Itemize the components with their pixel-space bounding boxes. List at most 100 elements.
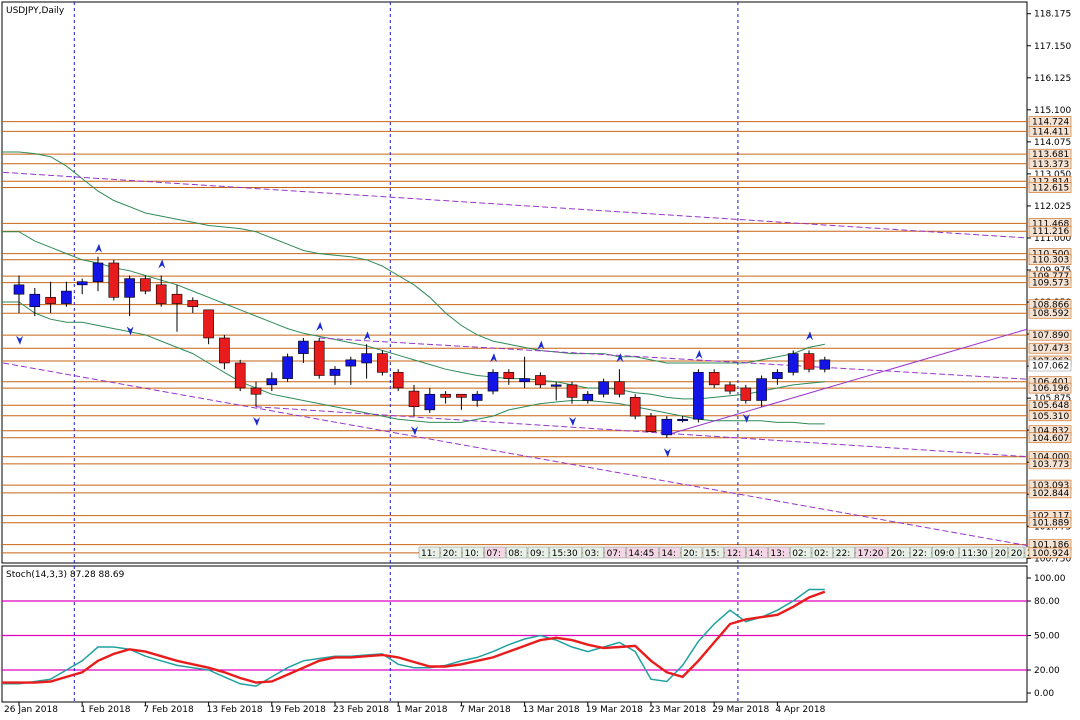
- time-label: 20: [995, 549, 1007, 559]
- time-label-box: [768, 546, 790, 559]
- price-tick-label: 117.150: [1034, 42, 1071, 52]
- level-label: 107.473: [1032, 344, 1069, 354]
- stochastic-tick-label: 50.00: [1034, 632, 1060, 642]
- date-tick-label: 29 Mar 2018: [712, 705, 769, 715]
- bull-candle: [92, 262, 104, 283]
- time-label-box: [910, 546, 932, 559]
- stochastic-title: Stoch(14,3,3) 87.28 88.69: [6, 570, 125, 580]
- date-tick-label: 1 Feb 2018: [80, 705, 131, 715]
- fractal-down-icon: [411, 426, 418, 436]
- level-label-box: [1028, 517, 1072, 529]
- time-label: 09:0: [934, 549, 954, 559]
- time-label: 22:: [836, 549, 850, 559]
- bull-candle: [345, 359, 357, 367]
- time-label: 09:: [530, 549, 544, 559]
- time-label-box: [418, 546, 441, 559]
- fractal-down-icon: [126, 326, 134, 336]
- bull-candle: [361, 353, 372, 364]
- bull-candle: [298, 340, 309, 354]
- bull-candle: [124, 278, 135, 298]
- price-tick-label: 105.875: [1034, 394, 1071, 404]
- current-price-label: 107.062: [1032, 362, 1069, 372]
- time-label: 20:: [891, 549, 905, 559]
- bull-candle: [61, 290, 72, 304]
- date-tick-label: 26 Jan 2018: [4, 705, 58, 715]
- level-label: 109.573: [1032, 279, 1069, 289]
- level-label: 113.373: [1032, 160, 1069, 170]
- price-tick-label: 114.075: [1034, 138, 1071, 148]
- level-price-labels: 114.724114.411113.681113.373112.814112.6…: [1028, 116, 1072, 559]
- time-label: 22:: [912, 549, 926, 559]
- stochastic-separators: [73, 566, 739, 702]
- bear-candle: [187, 300, 199, 308]
- stochastic-panel-frame: [1, 565, 1028, 703]
- time-label-box: [789, 546, 812, 559]
- fractal-up-icon: [158, 259, 166, 269]
- level-label: 109.777: [1032, 272, 1069, 282]
- current-price-box: [1028, 359, 1072, 372]
- level-label-box: [1028, 458, 1072, 470]
- stochastic-tick-label: 100.00: [1034, 574, 1066, 584]
- bull-candle: [677, 418, 688, 422]
- current-price-marker: 107.062: [1028, 359, 1072, 372]
- ma-mid-line: [2, 231, 825, 400]
- level-label: 102.117: [1032, 512, 1069, 522]
- bear-candle: [203, 309, 214, 339]
- level-label: 106.196: [1032, 384, 1069, 394]
- time-label: 20:: [683, 549, 697, 559]
- bear-candle: [45, 297, 56, 304]
- time-label-box: [888, 546, 910, 559]
- price-tick-label: 100.750: [1034, 554, 1071, 564]
- fractal-up-icon: [537, 340, 545, 350]
- bear-candle: [724, 384, 736, 392]
- bull-candle: [519, 378, 530, 383]
- ma-lower-line: [2, 301, 825, 425]
- bull-candle: [13, 284, 25, 295]
- level-label: 111.468: [1032, 219, 1069, 229]
- bear-candle: [108, 262, 120, 298]
- stochastic-tick-label: 80.00: [1034, 597, 1060, 607]
- trend-line: [255, 406, 1028, 458]
- time-labels-row: 11: 20: 10: 07: 08: 09: 15:30 03: 07: 14:45 14: 20:…: [418, 546, 1058, 559]
- bear-candle: [614, 381, 625, 395]
- level-label: 104.832: [1032, 427, 1069, 437]
- level-label: 105.648: [1032, 401, 1069, 411]
- level-label-box: [1028, 432, 1072, 444]
- bear-candle: [313, 340, 325, 376]
- level-label-box: [1028, 399, 1072, 411]
- bull-candle: [787, 353, 799, 373]
- level-label: 114.724: [1032, 118, 1069, 128]
- time-label-box: [833, 546, 855, 559]
- fractal-arrows: [16, 243, 813, 458]
- price-tick-label: 118.175: [1034, 10, 1071, 20]
- date-tick-label: 7 Mar 2018: [459, 705, 511, 715]
- bull-candle: [471, 393, 483, 401]
- time-label-box: [959, 546, 992, 559]
- level-label: 104.000: [1032, 453, 1069, 463]
- fractal-down-icon: [16, 335, 23, 345]
- level-label: 104.607: [1032, 434, 1069, 444]
- bull-candle: [266, 378, 278, 386]
- time-label: 14:: [749, 549, 763, 559]
- time-label: 20:: [443, 549, 457, 559]
- stochastic-panel[interactable]: Stoch(14,3,3) 87.28 88.69: [1, 565, 1028, 703]
- time-label: 20: [1011, 549, 1023, 559]
- level-label-box: [1028, 158, 1072, 170]
- bear-candle: [456, 393, 467, 398]
- fractal-up-icon: [363, 331, 371, 341]
- bull-candle: [756, 378, 767, 401]
- price-tick-label: 116.125: [1034, 74, 1071, 84]
- price-panel[interactable]: 11: 20: 10: 07: 08: 09: 15:30 03: 07: 14:45 14: 20:…: [1, 1, 1058, 564]
- bear-candle: [740, 387, 752, 401]
- stochastic-tick-label: 20.00: [1034, 666, 1060, 676]
- time-label: 08:: [508, 549, 522, 559]
- fractal-up-icon: [695, 349, 703, 359]
- time-label: 12:: [727, 549, 741, 559]
- level-label: 108.592: [1032, 309, 1069, 319]
- bull-candle: [598, 381, 609, 395]
- level-label: 100.924: [1032, 549, 1069, 559]
- time-label-box: [549, 546, 583, 559]
- bull-candle: [582, 393, 594, 401]
- level-label-box: [1028, 254, 1072, 266]
